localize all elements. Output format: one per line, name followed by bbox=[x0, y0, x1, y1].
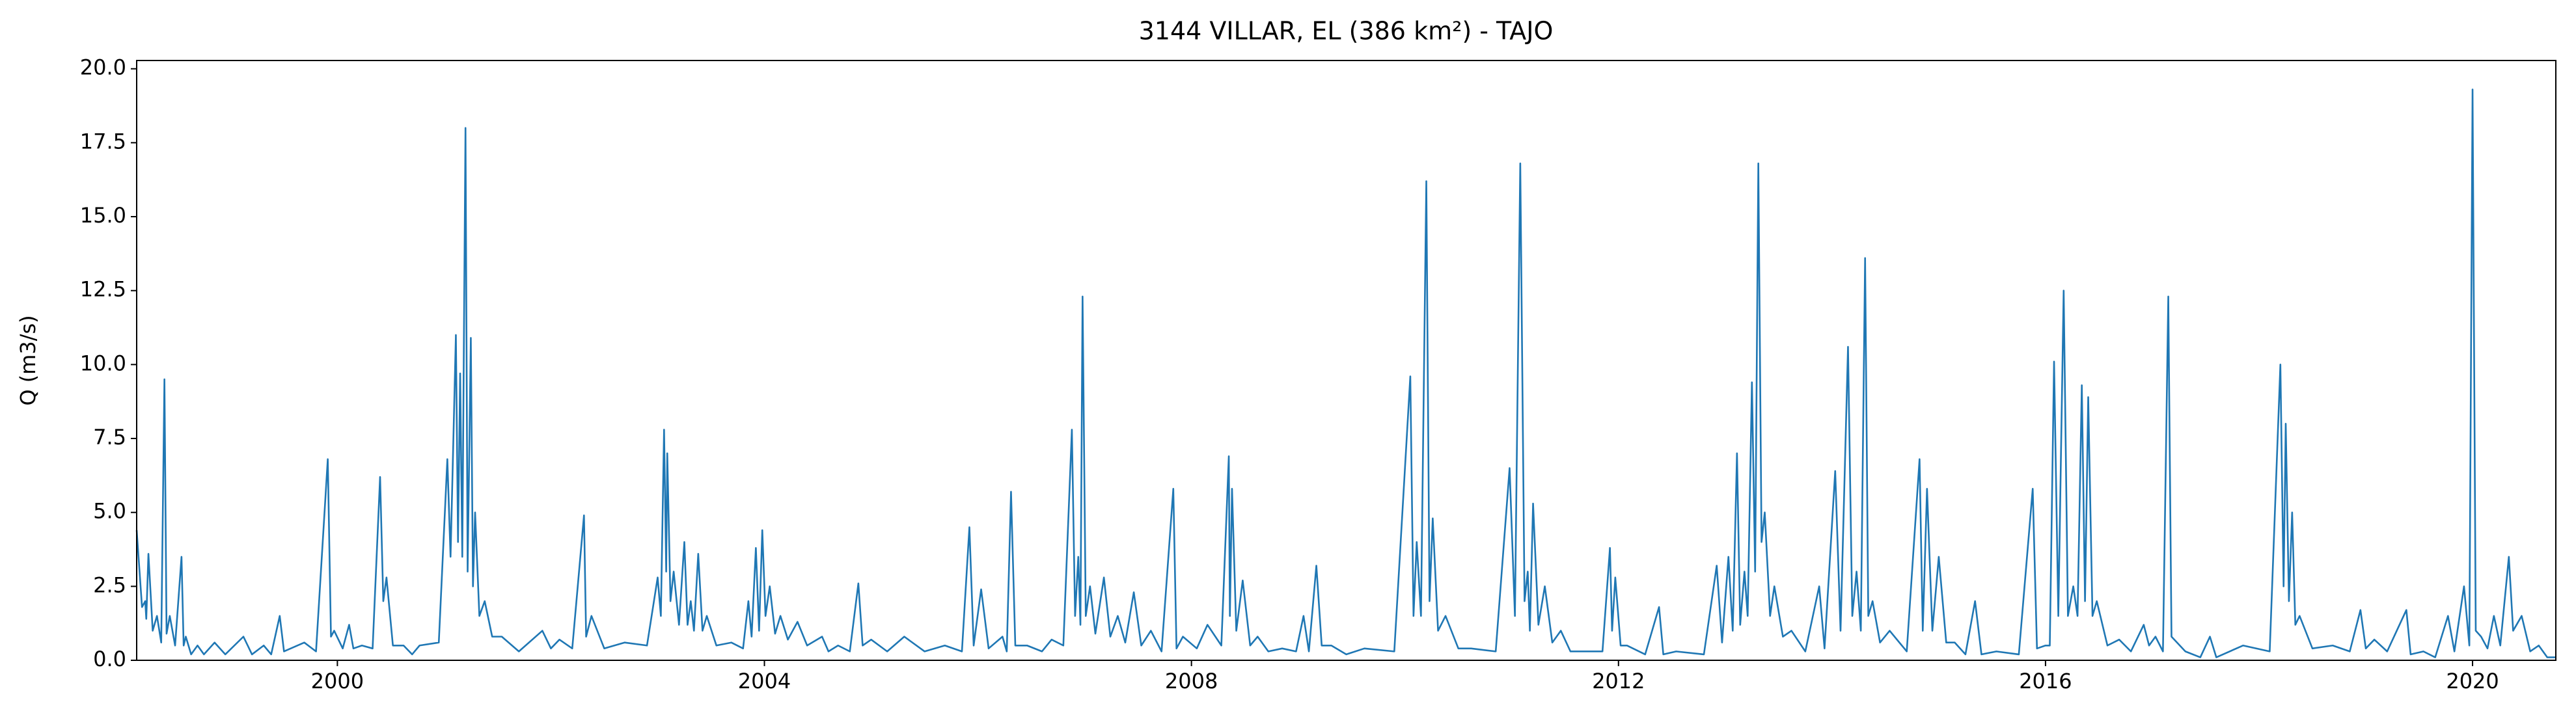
y-tick-label: 20.0 bbox=[80, 55, 126, 80]
y-tick-label: 7.5 bbox=[93, 425, 126, 450]
x-tick-label: 2012 bbox=[1592, 669, 1645, 693]
x-tick-label: 2016 bbox=[2019, 669, 2072, 693]
plot-frame bbox=[136, 60, 2556, 661]
y-tick-label: 0.0 bbox=[93, 647, 126, 671]
chart-title: 3144 VILLAR, EL (386 km²) - TAJO bbox=[1139, 17, 1554, 46]
y-tick-label: 12.5 bbox=[80, 277, 126, 302]
y-tick-label: 15.0 bbox=[80, 203, 126, 228]
y-tick-label: 2.5 bbox=[93, 572, 126, 597]
y-axis-label: Q (m3/s) bbox=[16, 315, 40, 405]
x-tick-label: 2020 bbox=[2446, 669, 2499, 693]
x-tick-label: 2000 bbox=[311, 669, 364, 693]
x-tick-label: 2008 bbox=[1165, 669, 1218, 693]
x-tick-label: 2004 bbox=[738, 669, 791, 693]
y-tick-label: 17.5 bbox=[80, 129, 126, 154]
y-tick-label: 10.0 bbox=[80, 351, 126, 375]
y-tick-label: 5.0 bbox=[93, 499, 126, 524]
data-line bbox=[135, 88, 2556, 658]
